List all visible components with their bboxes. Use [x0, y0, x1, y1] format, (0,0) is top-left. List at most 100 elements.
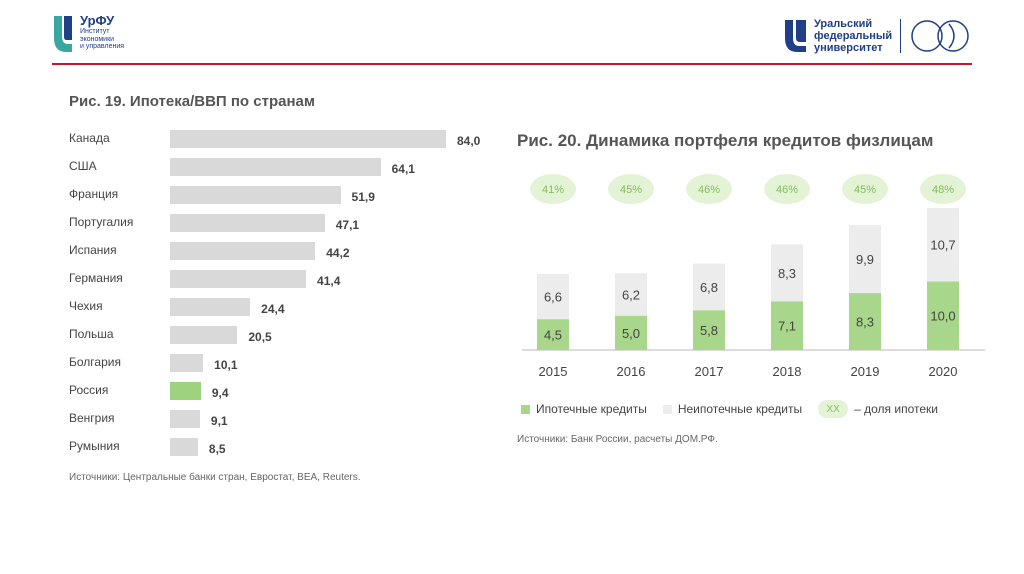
bar-row: Португалия 47,1: [69, 214, 499, 232]
non-mortgage-value-label: 6,8: [700, 280, 718, 295]
share-label: 45%: [620, 184, 642, 196]
urfu-institute-logo[interactable]: УрФУ Институт экономики и управления: [52, 14, 124, 58]
bar-value-label: 20,5: [248, 330, 272, 344]
bar: [170, 298, 251, 316]
bar-value-label: 51,9: [351, 190, 375, 204]
mortgage-value-label: 5,0: [622, 326, 640, 341]
non-mortgage-bar: [927, 208, 959, 282]
share-pill: [842, 174, 888, 204]
legend-label-mortgage: Ипотечные кредиты: [536, 402, 647, 416]
chart20-title: Рис. 20. Динамика портфеля кредитов физл…: [517, 131, 934, 150]
logo-line1: Институт: [80, 28, 110, 35]
bar-row: Румыния 8,5: [69, 438, 499, 456]
x-tick-label: 2020: [929, 364, 958, 379]
x-tick-label: 2018: [773, 364, 802, 379]
bar-category-label: Болгария: [69, 355, 121, 369]
bar: [170, 354, 204, 372]
bar-row: Испания 44,2: [69, 242, 499, 260]
legend-item-share: XX – доля ипотеки: [818, 400, 938, 418]
x-tick-label: 2015: [539, 364, 568, 379]
share-pill: [530, 174, 576, 204]
urfu-u-icon: [785, 20, 806, 52]
bar-row: Канада 84,0: [69, 130, 499, 148]
chart20-legend: Ипотечные кредиты Неипотечные кредиты XX…: [521, 398, 954, 420]
bar-category-label: Португалия: [69, 215, 134, 229]
bar-value-label: 9,1: [210, 414, 228, 428]
bar-category-label: Польша: [69, 327, 114, 341]
non-mortgage-value-label: 8,3: [778, 266, 796, 281]
legend-swatch-non-mortgage: [662, 404, 672, 414]
non-mortgage-value-label: 9,9: [856, 252, 874, 267]
logo-right-line1: Уральский: [814, 18, 873, 30]
bar-category-label: Венгрия: [69, 411, 115, 425]
logo-right-line3: университет: [814, 42, 883, 54]
header-divider: [52, 63, 972, 65]
share-label: 46%: [776, 184, 798, 196]
x-tick-label: 2017: [695, 364, 724, 379]
mortgage-value-label: 4,5: [544, 328, 562, 343]
share-pill: [608, 174, 654, 204]
mortgage-value-label: 8,3: [856, 315, 874, 330]
mortgage-value-label: 10,0: [930, 309, 955, 324]
bar-category-label: Румыния: [69, 439, 120, 453]
bar-row: Франция 51,9: [69, 186, 499, 204]
logo-line3: и управления: [80, 43, 125, 50]
bar-row: Германия 41,4: [69, 270, 499, 288]
chart20-plot: 4,5 6,6 2015 41% 5,0 6,2 2016 45% 5,8 6,8 2017 46% 7…: [522, 174, 985, 379]
urfu-university-logo[interactable]: Уральский федеральный университет: [784, 16, 973, 56]
bar-category-label: Чехия: [69, 299, 103, 313]
share-label: 46%: [698, 184, 720, 196]
bar-row: Болгария 10,1: [69, 354, 499, 372]
bar-value-label: 9,4: [211, 386, 229, 400]
urfu-logo-icon: [54, 16, 72, 52]
logo-line2: экономики: [80, 35, 115, 43]
mortgage-bar: [927, 281, 959, 350]
non-mortgage-bar: [537, 273, 569, 320]
mortgage-bar: [615, 315, 647, 350]
non-mortgage-value-label: 6,2: [622, 287, 640, 302]
bar-value-label: 64,1: [391, 162, 415, 176]
bar-row: Чехия 24,4: [69, 298, 499, 316]
x-tick-label: 2019: [851, 364, 880, 379]
bar: [170, 382, 201, 400]
bar-value-label: 24,4: [261, 302, 285, 316]
mortgage-value-label: 5,8: [700, 323, 718, 338]
legend-label-non-mortgage: Неипотечные кредиты: [677, 402, 803, 416]
share-label: 45%: [854, 184, 876, 196]
bar: [170, 214, 325, 232]
non-mortgage-bar: [771, 244, 803, 302]
bar: [170, 410, 200, 428]
bar: [170, 158, 381, 176]
logo-brand: УрФУ: [80, 13, 115, 28]
header: УрФУ Институт экономики и управления Ура…: [0, 0, 1024, 66]
share-label: 48%: [932, 184, 954, 196]
logo-separator: [900, 19, 902, 53]
university-seal-icon: [911, 20, 969, 52]
mortgage-bar: [849, 293, 881, 350]
bar-value-label: 47,1: [335, 218, 360, 232]
legend-swatch-mortgage: [521, 404, 530, 414]
legend-item-mortgage: Ипотечные кредиты: [521, 402, 647, 416]
legend-share-marker: XX: [818, 400, 849, 418]
mortgage-bar: [693, 310, 725, 350]
mortgage-bar: [771, 301, 803, 350]
bar-value-label: 8,5: [208, 442, 226, 456]
bar-row: США 64,1: [69, 158, 499, 176]
bar-category-label: Испания: [69, 243, 117, 257]
mortgage-value-label: 7,1: [778, 319, 796, 334]
chart20-source: Источники: Банк России, расчеты ДОМ.РФ.: [517, 434, 718, 445]
bar: [170, 130, 446, 148]
non-mortgage-value-label: 10,7: [930, 238, 955, 253]
share-label: 41%: [542, 184, 564, 196]
logo-right-line2: федеральный: [814, 30, 893, 42]
bar-category-label: Канада: [69, 131, 110, 145]
share-pill: [920, 174, 966, 204]
chart19-source: Источники: Центральные банки стран, Евро…: [69, 472, 361, 483]
non-mortgage-bar: [615, 273, 647, 316]
non-mortgage-value-label: 6,6: [544, 289, 562, 304]
bar: [170, 242, 316, 260]
bar: [170, 270, 307, 288]
non-mortgage-bar: [849, 225, 881, 294]
bar-category-label: США: [69, 159, 97, 173]
bar: [170, 326, 238, 344]
